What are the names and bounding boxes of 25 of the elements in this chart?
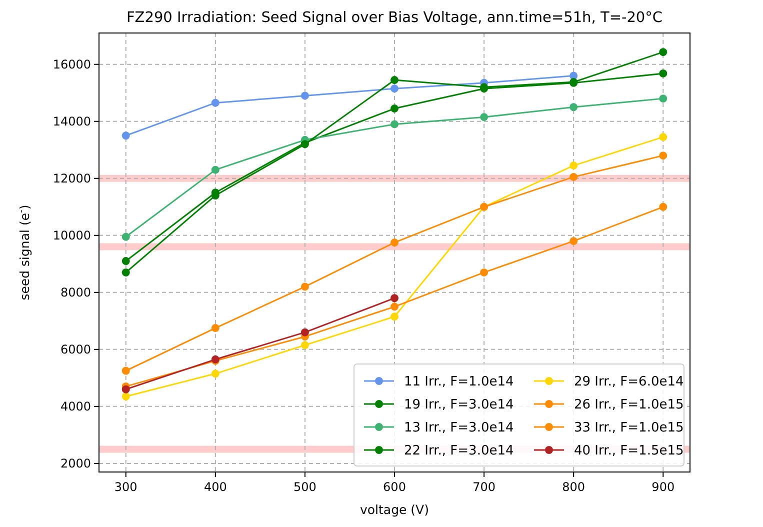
legend-label: 40 Irr., F=1.5e15	[574, 444, 684, 459]
x-tick-label: 300	[114, 480, 138, 494]
x-tick-label: 900	[652, 480, 675, 494]
legend-label: 33 Irr., F=1.0e15	[574, 420, 684, 436]
x-tick-label: 500	[294, 480, 316, 494]
y-tick-label: 6000	[60, 342, 91, 357]
y-tick-label: 14000	[52, 114, 91, 129]
x-tick-label: 800	[562, 480, 586, 494]
x-axis-title: voltage (V)	[360, 502, 429, 517]
legend-label: 26 Irr., F=1.0e15	[574, 398, 684, 413]
y-tick-label: 16000	[52, 58, 91, 72]
chart-title: FZ290 Irradiation: Seed Signal over Bias Voltage, ann.time=51h, T=-20°C	[126, 10, 663, 26]
legend-label: 29 Irr., F=6.0e14	[574, 374, 684, 390]
legend-label: 19 Irr., F=3.0e14	[404, 398, 514, 413]
y-tick-label: 12000	[52, 172, 91, 186]
y-tick-label: 10000	[52, 228, 91, 243]
x-tick-label: 600	[383, 480, 406, 494]
y-tick-label: 8000	[60, 286, 91, 300]
x-tick-label: 400	[204, 480, 227, 494]
y-tick-label: 4000	[60, 400, 91, 414]
x-tick-label: 700	[472, 480, 496, 494]
legend-label: 11 Irr., F=1.0e14	[404, 374, 514, 390]
legend-label: 22 Irr., F=3.0e14	[404, 444, 514, 459]
legend-label: 13 Irr., F=3.0e14	[404, 420, 514, 436]
y-tick-label: 2000	[60, 456, 91, 471]
